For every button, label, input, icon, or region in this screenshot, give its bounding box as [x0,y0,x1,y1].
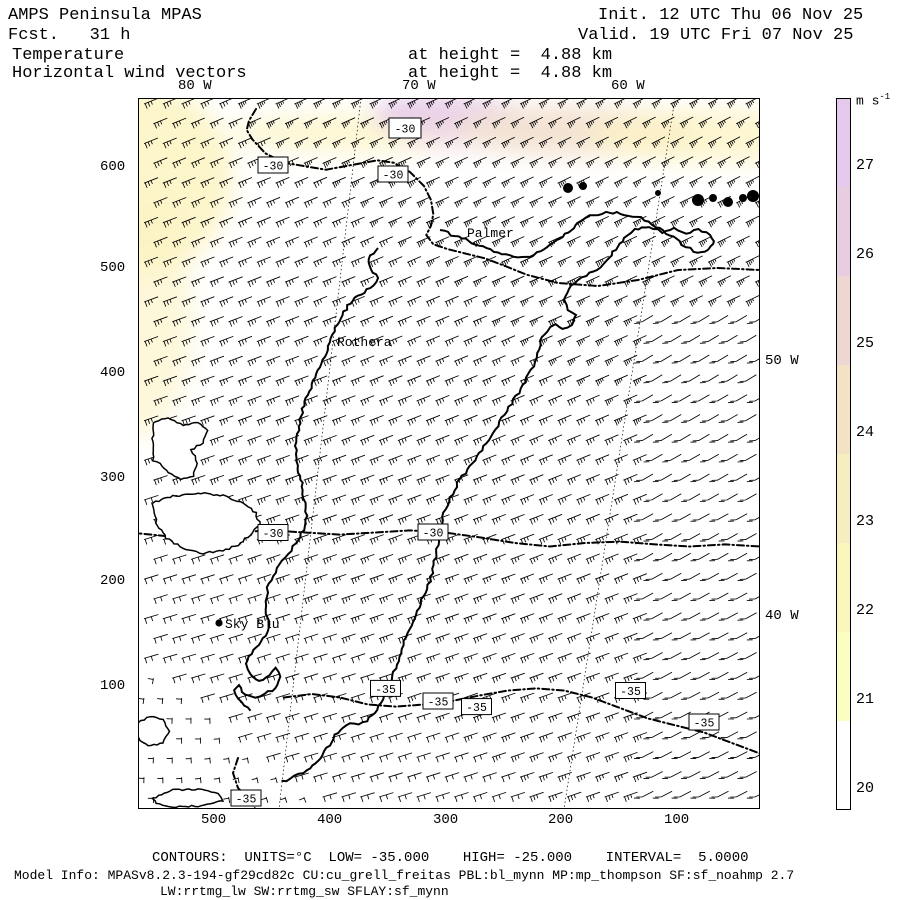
svg-text:-35: -35 [236,794,257,807]
svg-text:-30: -30 [263,528,284,541]
svg-text:Palmer: Palmer [467,226,514,241]
svg-text:-30: -30 [423,528,444,541]
svg-text:Sky Blu: Sky Blu [225,617,280,632]
svg-text:-35: -35 [620,686,641,699]
svg-text:Rothera: Rothera [337,335,392,350]
svg-text:-30: -30 [263,161,284,174]
svg-text:-35: -35 [428,697,449,710]
svg-text:-35: -35 [375,684,396,697]
svg-text:-35: -35 [694,718,715,731]
svg-text:-30: -30 [383,170,404,183]
svg-text:-35: -35 [466,702,487,715]
svg-text:-30: -30 [395,124,416,137]
